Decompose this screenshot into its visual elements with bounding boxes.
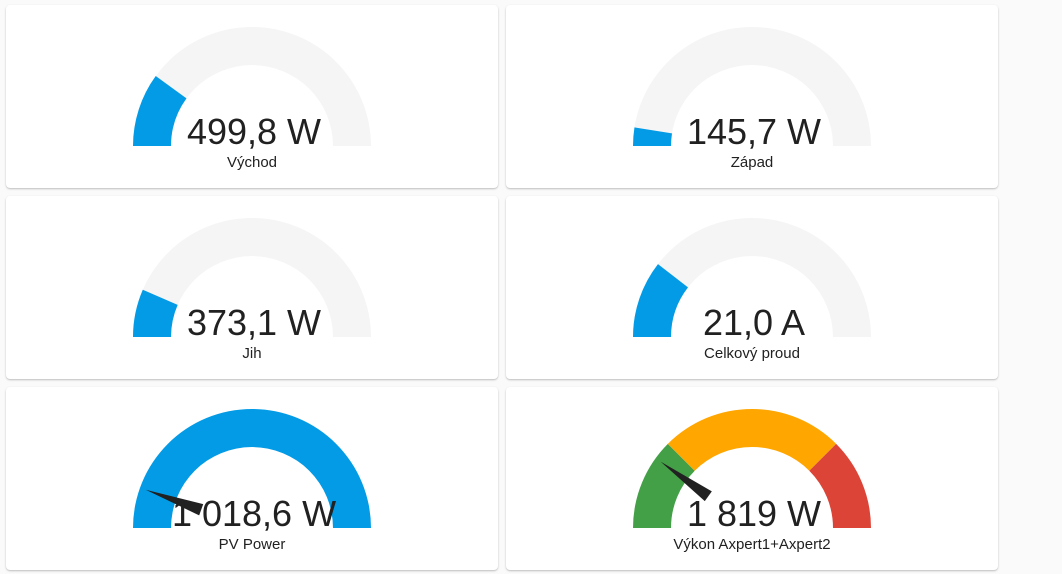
gauge-value: 1 819 W xyxy=(686,493,822,534)
gauge-card-celkovy-proud[interactable]: 21,0 A Celkový proud xyxy=(506,196,998,379)
gauge-value: 1 018,6 W xyxy=(171,493,337,534)
gauge-value: 21,0 A xyxy=(702,302,806,343)
gauge-jih xyxy=(133,218,371,337)
gauge-vykon-axpert xyxy=(633,409,871,528)
gauge-segment-red xyxy=(809,443,871,528)
gauge-name: Západ xyxy=(730,154,774,171)
gauge-track xyxy=(633,27,871,146)
gauge-name: Jih xyxy=(242,345,262,362)
gauge-card-vykon-axpert[interactable]: 1 819 W Výkon Axpert1+Axpert2 xyxy=(506,387,998,570)
gauge-vychod xyxy=(133,27,371,146)
gauge-track xyxy=(133,218,371,337)
gauge-track xyxy=(633,218,871,337)
gauge-value-arc xyxy=(633,127,672,146)
gauge-name: Celkový proud xyxy=(704,345,800,362)
gauge-value-arc xyxy=(133,76,187,146)
gauge-segment-green xyxy=(633,443,695,528)
gauge-celkovy-proud xyxy=(633,218,871,337)
gauge-value: 145,7 W xyxy=(686,111,822,152)
gauge-card-jih[interactable]: 373,1 W Jih xyxy=(6,196,498,379)
gauge-arc xyxy=(133,409,371,528)
gauge-needle xyxy=(660,461,712,502)
gauge-value-arc xyxy=(633,264,688,337)
gauge-zapad xyxy=(633,27,871,146)
gauge-value: 373,1 W xyxy=(186,302,322,343)
gauge-dashboard: 499,8 W Východ 145,7 W Západ 373,1 W Jih… xyxy=(6,5,998,570)
gauge-card-pv-power[interactable]: 1 018,6 W PV Power xyxy=(6,387,498,570)
gauge-segment-yellow xyxy=(667,409,837,471)
gauge-value: 499,8 W xyxy=(186,111,322,152)
gauge-needle xyxy=(145,489,204,516)
gauge-card-vychod[interactable]: 499,8 W Východ xyxy=(6,5,498,188)
gauge-pv-power xyxy=(133,409,371,528)
gauge-value-arc xyxy=(133,289,178,337)
gauge-card-zapad[interactable]: 145,7 W Západ xyxy=(506,5,998,188)
gauge-name: Výkon Axpert1+Axpert2 xyxy=(673,536,831,553)
gauge-name: PV Power xyxy=(218,536,286,553)
gauge-name: Východ xyxy=(226,154,278,171)
gauge-track xyxy=(133,27,371,146)
